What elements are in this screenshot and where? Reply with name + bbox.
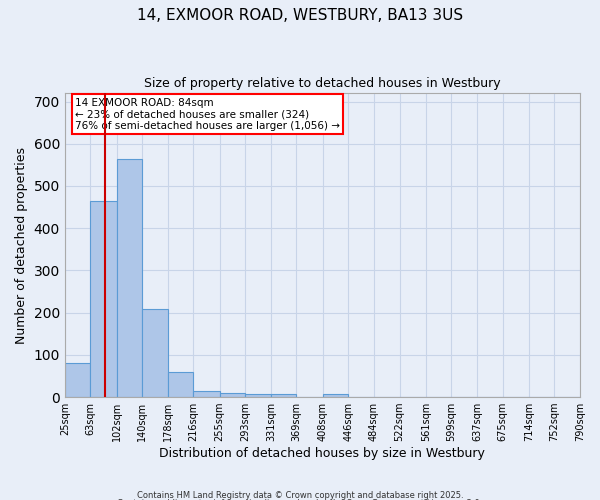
- Title: Size of property relative to detached houses in Westbury: Size of property relative to detached ho…: [144, 78, 501, 90]
- Bar: [271, 394, 296, 397]
- Bar: [245, 394, 271, 397]
- Bar: [323, 394, 349, 397]
- Bar: [193, 390, 220, 397]
- Bar: [116, 158, 142, 397]
- Bar: [220, 393, 245, 397]
- Bar: [91, 200, 116, 397]
- Bar: [65, 364, 91, 397]
- Text: Contains HM Land Registry data © Crown copyright and database right 2025.: Contains HM Land Registry data © Crown c…: [137, 490, 463, 500]
- Text: 14 EXMOOR ROAD: 84sqm
← 23% of detached houses are smaller (324)
76% of semi-det: 14 EXMOOR ROAD: 84sqm ← 23% of detached …: [75, 98, 340, 131]
- Bar: [168, 372, 193, 397]
- Bar: [142, 310, 168, 397]
- X-axis label: Distribution of detached houses by size in Westbury: Distribution of detached houses by size …: [160, 447, 485, 460]
- Y-axis label: Number of detached properties: Number of detached properties: [15, 146, 28, 344]
- Text: 14, EXMOOR ROAD, WESTBURY, BA13 3US: 14, EXMOOR ROAD, WESTBURY, BA13 3US: [137, 8, 463, 22]
